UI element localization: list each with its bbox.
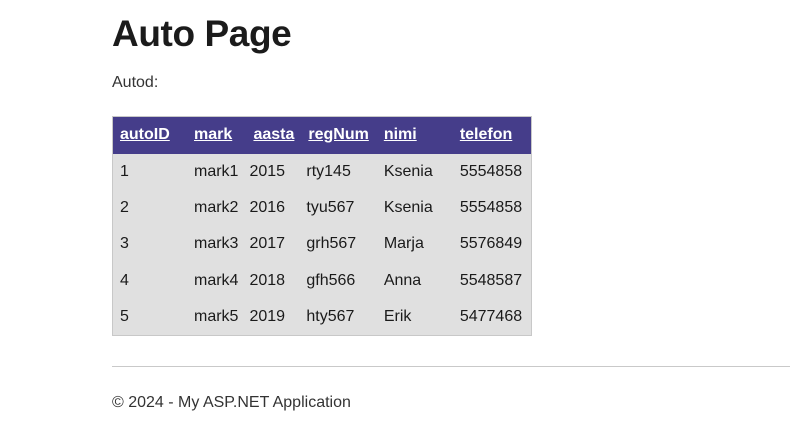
- table-row: 5 mark5 2019 hty567 Erik 5477468: [113, 299, 532, 336]
- cell-nimi: Anna: [383, 271, 422, 289]
- cell-autoid: 1: [120, 162, 129, 180]
- cell-mark: mark3: [194, 235, 239, 253]
- column-header-regnum[interactable]: regNum: [300, 116, 375, 154]
- column-header-mark[interactable]: mark: [188, 116, 245, 154]
- cell-aasta: 2019: [249, 307, 286, 325]
- cell-aasta: 2015: [249, 162, 286, 180]
- cell-mark: mark1: [194, 162, 239, 180]
- page-title: Auto Page: [112, 13, 292, 54]
- cell-telefon: 5554858: [459, 162, 523, 180]
- cell-nimi: Marja: [383, 235, 424, 253]
- cell-regnum: hty567: [306, 307, 355, 325]
- gridview-header: autoID mark aasta regNum nimi telefon: [112, 116, 532, 154]
- cell-aasta: 2016: [249, 199, 286, 217]
- cell-telefon: 5477468: [459, 307, 523, 325]
- cell-autoid: 2: [120, 199, 129, 217]
- footer-copyright: © 2024 - My ASP.NET Application: [112, 394, 351, 411]
- cell-regnum: rty145: [306, 162, 351, 180]
- column-header-telefon[interactable]: telefon: [445, 116, 532, 154]
- table-row: 2 mark2 2016 tyu567 Ksenia 5554858: [113, 190, 532, 226]
- table-row: 4 mark4 2018 gfh566 Anna 5548587: [113, 263, 532, 299]
- header-row: autoID mark aasta regNum nimi telefon: [112, 116, 532, 154]
- cell-autoid: 5: [120, 307, 129, 325]
- cell-regnum: tyu567: [306, 199, 355, 217]
- cell-mark: mark2: [194, 199, 239, 217]
- cell-mark: mark4: [194, 271, 239, 289]
- column-header-nimi[interactable]: nimi: [374, 116, 446, 154]
- cell-nimi: Erik: [383, 307, 412, 325]
- gridview-body: 1 mark1 2015 rty145 Ksenia 5554858 2 mar…: [113, 154, 532, 335]
- intro-label: Autod:: [112, 73, 159, 91]
- column-header-autoid[interactable]: autoID: [112, 116, 188, 154]
- cell-mark: mark5: [194, 307, 239, 325]
- column-header-aasta[interactable]: aasta: [244, 116, 301, 154]
- cell-regnum: grh567: [306, 235, 357, 253]
- cell-nimi: Ksenia: [383, 162, 433, 180]
- cell-aasta: 2017: [249, 235, 286, 253]
- cell-nimi: Ksenia: [383, 199, 433, 217]
- cell-telefon: 5548587: [459, 271, 523, 289]
- autod-gridview: autoID mark aasta regNum nimi telefon 1 …: [112, 115, 533, 336]
- cell-regnum: gfh566: [306, 271, 356, 289]
- gridview-wrapper: autoID mark aasta regNum nimi telefon 1 …: [112, 94, 790, 336]
- table-row: 3 mark3 2017 grh567 Marja 5576849: [113, 226, 532, 262]
- cell-telefon: 5554858: [459, 199, 523, 217]
- footer-divider: [112, 366, 790, 367]
- cell-telefon: 5576849: [459, 235, 523, 253]
- cell-autoid: 4: [120, 271, 129, 289]
- cell-aasta: 2018: [249, 271, 286, 289]
- cell-autoid: 3: [120, 235, 129, 253]
- table-row: 1 mark1 2015 rty145 Ksenia 5554858: [113, 154, 532, 190]
